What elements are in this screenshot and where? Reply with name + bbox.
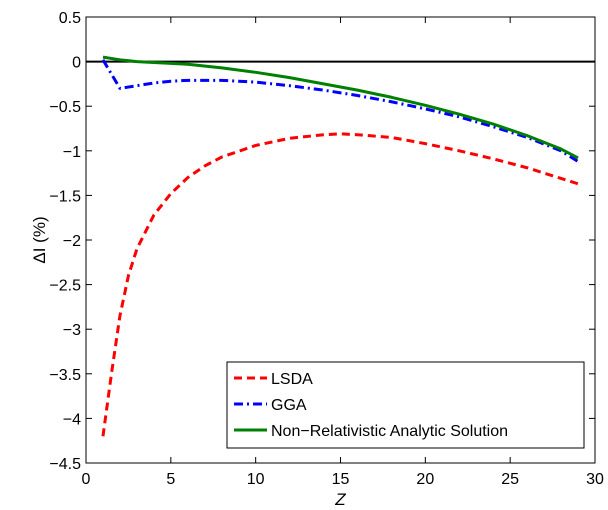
x-tick-label: 20: [416, 471, 434, 488]
y-tick-label: 0: [72, 55, 81, 72]
y-tick-label: −3: [63, 322, 81, 339]
series-line-non-relativistic-analytic-solution: [102, 55, 579, 160]
series-layer: [101, 55, 579, 437]
y-axis-label: ΔI (%): [30, 216, 49, 263]
y-tick-label: −1.5: [49, 188, 81, 205]
y-tick-label: −4: [63, 411, 81, 428]
y-tick-label: −3.5: [49, 367, 81, 384]
legend-entry-label: Non−Relativistic Analytic Solution: [271, 423, 508, 440]
y-tick-label: −1: [63, 144, 81, 161]
legend-entry-label: LSDA: [271, 371, 313, 388]
legend-entry-label: GGA: [271, 397, 307, 414]
x-tick-label: 5: [166, 471, 175, 488]
x-tick-label: 10: [247, 471, 265, 488]
legend-box: [226, 361, 585, 449]
series-line-gga: [101, 59, 579, 163]
x-tick-label: 30: [586, 471, 604, 488]
ticks-layer: [85, 16, 596, 464]
y-tick-label: −4.5: [49, 456, 81, 473]
y-tick-label: −2.5: [49, 278, 81, 295]
tick-labels: 0 5 10 15 20 25 30 0.5 0 −0.5 −1 −1.5 −2 −2.5 −3 −3.5 −4…: [49, 10, 604, 488]
legend: LSDA GGA Non−Relativistic Analytic Solutio…: [226, 361, 585, 449]
series-line-lsda: [101, 132, 579, 437]
y-tick-label: −0.5: [49, 99, 81, 116]
x-axis-label: Z: [334, 490, 346, 509]
y-tick-label: 0.5: [59, 10, 81, 27]
x-tick-label: 0: [82, 471, 91, 488]
x-tick-label: 25: [501, 471, 519, 488]
x-tick-label: 15: [332, 471, 350, 488]
y-tick-label: −2: [63, 233, 81, 250]
